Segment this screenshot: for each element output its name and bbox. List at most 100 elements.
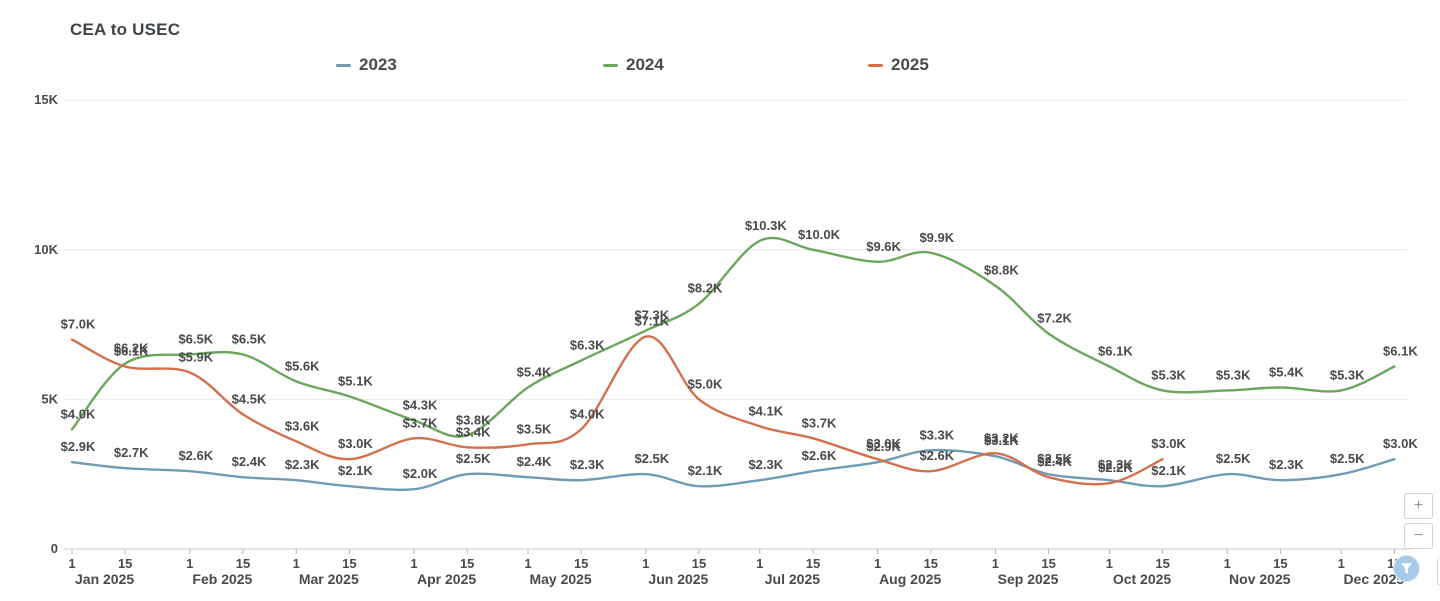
data-label-2023: $2.5K (1216, 451, 1251, 466)
legend-item-2024[interactable]: 2024 (603, 55, 664, 75)
legend-item-2025[interactable]: 2025 (868, 55, 929, 75)
data-label-2025: $3.7K (802, 415, 837, 430)
data-label-2025: $2.6K (919, 448, 954, 463)
x-tick-label: 1 (68, 556, 75, 571)
month-label: Jun 2025 (648, 571, 708, 587)
chart-title: CEA to USEC (70, 20, 181, 39)
data-label-2024: $5.4K (517, 364, 552, 379)
series-line-2023[interactable] (70, 448, 1396, 492)
clipped-control-sliver (1437, 557, 1440, 585)
data-label-2023: $2.1K (1151, 463, 1186, 478)
data-label-2025: $6.1K (114, 343, 149, 358)
data-label-2024: $8.8K (984, 263, 1019, 278)
data-label-2023: $2.9K (61, 439, 96, 454)
x-tick-label: 15 (1041, 556, 1055, 571)
month-label: Nov 2025 (1229, 571, 1291, 587)
data-label-2025: $5.9K (178, 349, 213, 364)
x-tick-label: 15 (236, 556, 250, 571)
data-label-2023: $2.0K (403, 466, 438, 481)
data-label-2025: $3.6K (285, 418, 320, 433)
data-label-2023: $2.6K (802, 448, 837, 463)
data-label-2023: $2.1K (688, 463, 723, 478)
data-label-2025: $4.1K (748, 403, 783, 418)
data-label-2024: $3.8K (456, 412, 491, 427)
data-label-2024: $7.3K (634, 308, 669, 323)
data-label-2025: $3.7K (403, 415, 438, 430)
data-label-2023: $3.1K (984, 433, 1019, 448)
legend-dash-2023 (336, 63, 351, 67)
data-label-2024: $5.1K (338, 373, 373, 388)
month-label: Mar 2025 (299, 571, 359, 587)
data-label-2023: $2.5K (1037, 451, 1072, 466)
legend-label-2023: 2023 (359, 55, 397, 74)
x-tick-label: 15 (1155, 556, 1169, 571)
x-tick-label: 1 (293, 556, 300, 571)
funnel-icon (1401, 563, 1412, 574)
series-line-2025[interactable] (70, 335, 1164, 486)
month-label: Jan 2025 (75, 571, 134, 587)
data-label-2025: $3.0K (338, 436, 373, 451)
x-tick-label: 15 (460, 556, 474, 571)
data-label-2024: $5.3K (1330, 367, 1365, 382)
data-label-2024: $5.3K (1151, 367, 1186, 382)
data-label-2023: $3.3K (919, 427, 954, 442)
x-tick-label: 15 (924, 556, 938, 571)
legend-dash-2025 (868, 63, 883, 67)
month-label: Sep 2025 (998, 571, 1059, 587)
zoom-in-button[interactable]: + (1404, 493, 1433, 519)
x-tick-label: 1 (992, 556, 999, 571)
data-label-2024: $9.6K (866, 239, 901, 254)
x-tick-label: 1 (1338, 556, 1345, 571)
x-tick-label: 15 (1273, 556, 1287, 571)
data-label-2024: $5.3K (1216, 367, 1251, 382)
month-label: Apr 2025 (417, 571, 476, 587)
month-label: Dec 2025 (1343, 571, 1404, 587)
x-tick-label: 15 (574, 556, 588, 571)
data-label-2025: $3.5K (517, 421, 552, 436)
month-label: Oct 2025 (1113, 571, 1172, 587)
filter-badge[interactable] (1393, 555, 1420, 582)
x-tick-label: 1 (1106, 556, 1113, 571)
data-label-2024: $6.1K (1383, 343, 1418, 358)
data-label-2023: $3.0K (1383, 436, 1418, 451)
data-label-2024: $10.3K (745, 218, 788, 233)
x-tick-label: 1 (186, 556, 193, 571)
series-line-2024[interactable] (70, 236, 1396, 438)
y-tick-label: 5K (41, 391, 58, 406)
data-label-2024: $6.5K (178, 332, 213, 347)
data-label-2025: $3.0K (1151, 436, 1186, 451)
month-label: May 2025 (529, 571, 591, 587)
x-tick-label: 1 (642, 556, 649, 571)
data-label-2023: $2.4K (232, 454, 267, 469)
data-label-2023: $2.5K (456, 451, 491, 466)
data-label-2025: $7.1K (634, 314, 669, 329)
legend-item-2023[interactable]: 2023 (336, 55, 397, 75)
data-label-2023: $2.3K (1098, 457, 1133, 472)
month-label: Jul 2025 (765, 571, 820, 587)
data-label-2023: $2.3K (748, 457, 783, 472)
x-tick-label: 15 (342, 556, 356, 571)
x-tick-label: 1 (410, 556, 417, 571)
y-tick-label: 0 (51, 541, 58, 556)
data-label-2024: $5.6K (285, 358, 320, 373)
data-label-2024: $5.4K (1269, 364, 1304, 379)
data-label-2024: $4.3K (403, 397, 438, 412)
x-tick-label: 15 (118, 556, 132, 571)
zoom-out-button[interactable]: − (1404, 523, 1433, 549)
data-label-2023: $2.5K (1330, 451, 1365, 466)
data-label-2023: $2.9K (866, 439, 901, 454)
y-tick-label: 15K (34, 92, 58, 107)
data-label-2023: $2.1K (338, 463, 373, 478)
data-label-2023: $2.4K (517, 454, 552, 469)
data-label-2023: $2.3K (1269, 457, 1304, 472)
x-tick-label: 1 (756, 556, 763, 571)
data-label-2023: $2.3K (285, 457, 320, 472)
data-label-2025: $4.5K (232, 391, 267, 406)
data-label-2025: $2.2K (1098, 460, 1133, 475)
month-label: Aug 2025 (879, 571, 941, 587)
month-label: Feb 2025 (192, 571, 252, 587)
x-tick-label: 15 (692, 556, 706, 571)
legend-label-2024: 2024 (626, 55, 664, 74)
